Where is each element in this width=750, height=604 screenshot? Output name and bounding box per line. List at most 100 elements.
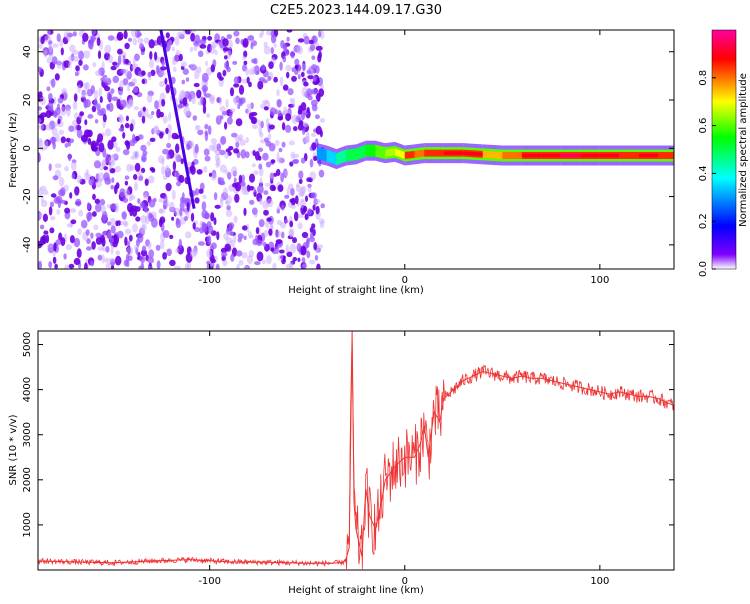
noise-blob <box>53 110 57 117</box>
noise-blob <box>183 197 191 203</box>
noise-blob <box>270 159 276 164</box>
noise-blob <box>299 187 306 196</box>
noise-blob <box>65 137 71 143</box>
noise-blob <box>255 227 260 235</box>
noise-blob <box>282 84 289 91</box>
noise-blob <box>109 217 116 227</box>
noise-blob <box>225 98 229 109</box>
noise-blob <box>85 169 89 177</box>
noise-blob <box>222 47 230 52</box>
noise-blob <box>287 88 294 96</box>
noise-blob <box>115 182 120 190</box>
noise-blob <box>168 201 175 212</box>
noise-blob <box>162 252 168 260</box>
noise-blob <box>42 46 49 56</box>
noise-blob <box>158 99 162 109</box>
noise-blob <box>298 170 304 180</box>
noise-blob <box>95 70 102 77</box>
noise-blob <box>210 212 215 222</box>
noise-blob <box>277 156 283 164</box>
noise-blob <box>190 32 196 42</box>
noise-blob <box>77 228 82 236</box>
noise-blob <box>50 193 57 198</box>
x-tick-label: 0 <box>402 576 408 587</box>
noise-blob <box>141 154 147 163</box>
noise-blob <box>124 122 130 129</box>
noise-blob <box>213 192 218 201</box>
noise-blob <box>69 138 75 144</box>
noise-blob <box>80 134 88 143</box>
noise-blob <box>141 115 146 124</box>
noise-blob <box>204 212 210 220</box>
noise-blob <box>142 106 146 112</box>
noise-blob <box>192 222 196 230</box>
noise-blob <box>304 213 309 221</box>
signal-band <box>375 147 386 157</box>
noise-blob <box>127 202 134 213</box>
noise-blob <box>279 76 284 87</box>
noise-blob <box>203 148 210 156</box>
noise-blob <box>124 58 130 65</box>
noise-blob <box>233 30 240 37</box>
noise-blob <box>258 167 264 177</box>
noise-blob <box>112 75 120 84</box>
noise-blob <box>176 31 184 37</box>
x-tick-label: 0 <box>402 275 408 286</box>
noise-blob <box>44 140 49 150</box>
noise-blob <box>122 197 129 203</box>
noise-blob <box>269 107 277 116</box>
noise-blob <box>124 42 130 50</box>
noise-blob <box>276 219 283 226</box>
noise-blob <box>238 174 243 184</box>
noise-blob <box>208 144 215 151</box>
noise-blob <box>290 50 295 59</box>
noise-blob <box>263 209 269 216</box>
noise-blob <box>257 119 262 127</box>
noise-blob <box>69 44 76 53</box>
noise-blob <box>40 112 48 118</box>
noise-blob <box>46 86 51 92</box>
snr-frame <box>37 330 675 571</box>
noise-blob <box>84 262 88 269</box>
noise-blob <box>235 37 240 45</box>
snr-ylabel: SNR (10 * v/v) <box>8 414 19 485</box>
noise-blob <box>175 143 180 154</box>
noise-blob <box>141 70 146 76</box>
noise-blob <box>112 241 118 248</box>
noise-blob <box>183 216 188 222</box>
noise-blob <box>182 68 189 75</box>
noise-blob <box>94 90 99 100</box>
noise-blob <box>284 219 289 224</box>
noise-blob <box>48 206 53 216</box>
noise-blob <box>180 158 184 165</box>
noise-blob <box>277 254 284 261</box>
noise-blob <box>222 69 227 77</box>
noise-blob <box>199 39 207 45</box>
noise-blob <box>186 161 193 167</box>
noise-blob <box>80 219 88 229</box>
noise-blob <box>49 201 55 208</box>
signal-band <box>336 149 347 166</box>
noise-blob <box>268 142 276 152</box>
noise-blob <box>312 204 316 211</box>
noise-blob <box>310 192 317 199</box>
noise-blob <box>95 203 102 213</box>
noise-blob <box>39 185 47 191</box>
noise-blob <box>123 68 129 77</box>
noise-blob <box>42 189 49 196</box>
noise-blob <box>76 175 83 184</box>
noise-blob <box>139 255 146 263</box>
noise-blob <box>267 133 272 141</box>
noise-blob <box>188 93 192 102</box>
noise-blob <box>174 170 180 177</box>
noise-blob <box>114 165 121 173</box>
noise-blob <box>166 142 172 149</box>
noise-blob <box>286 30 293 33</box>
noise-blob <box>235 250 243 257</box>
spectrogram-xlabel: Height of straight line (km) <box>288 285 424 296</box>
noise-blob <box>296 45 303 55</box>
noise-blob <box>285 124 292 133</box>
noise-blob <box>196 124 201 130</box>
noise-blob <box>263 106 269 111</box>
noise-blob <box>44 35 52 43</box>
